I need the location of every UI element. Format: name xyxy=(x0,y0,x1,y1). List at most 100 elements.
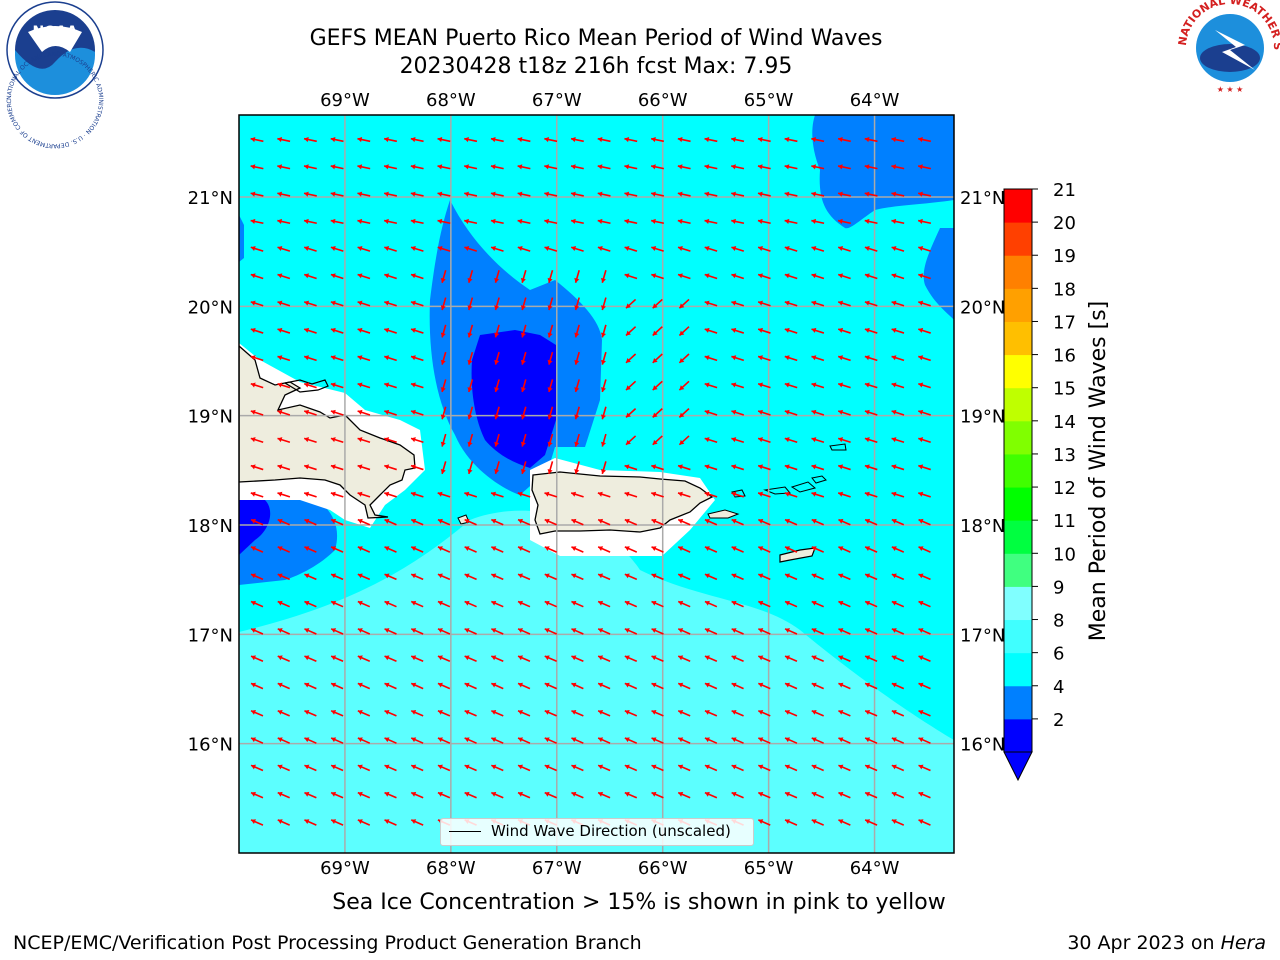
wave-direction-arrow xyxy=(758,628,771,635)
wave-direction-arrow xyxy=(917,218,932,225)
wave-direction-arrow xyxy=(330,300,344,307)
wave-direction-arrow xyxy=(864,791,878,799)
wave-direction-arrow xyxy=(784,491,798,498)
colorbar-segment xyxy=(1004,652,1032,687)
wave-direction-arrow xyxy=(357,300,371,307)
wave-direction-arrow xyxy=(864,437,878,444)
wave-direction-arrow xyxy=(784,791,798,799)
wave-direction-arrow xyxy=(517,791,531,799)
wave-direction-arrow xyxy=(678,408,690,418)
wave-direction-arrow xyxy=(704,573,718,581)
wave-direction-arrow xyxy=(784,819,798,826)
wave-direction-arrow xyxy=(837,164,851,170)
wave-direction-arrow xyxy=(437,546,451,553)
wave-direction-arrow xyxy=(597,546,611,553)
wave-direction-arrow xyxy=(731,491,745,498)
wave-direction-arrow xyxy=(918,655,931,663)
wave-direction-arrow xyxy=(677,573,691,581)
wave-direction-arrow xyxy=(544,655,557,663)
wave-direction-arrow xyxy=(330,464,344,471)
wave-direction-arrow xyxy=(677,682,691,690)
wave-direction-arrow xyxy=(330,709,344,717)
wave-direction-arrow xyxy=(704,191,718,197)
wave-direction-arrow xyxy=(811,409,825,416)
wave-direction-arrow xyxy=(678,435,690,446)
wave-direction-arrow xyxy=(918,273,931,280)
wave-direction-arrow xyxy=(758,518,771,526)
lon-label-top: 66°W xyxy=(638,90,688,111)
wave-direction-arrow xyxy=(864,355,878,362)
wave-direction-arrow xyxy=(677,164,691,170)
wave-direction-arrow xyxy=(437,655,451,663)
wave-direction-arrow xyxy=(784,300,798,307)
land-st-croix xyxy=(779,547,816,563)
wave-direction-arrow xyxy=(410,682,424,690)
wave-direction-arrow xyxy=(547,379,554,393)
wave-direction-arrow xyxy=(891,682,905,690)
wave-direction-arrow xyxy=(517,682,531,690)
wave-direction-arrow xyxy=(384,709,397,717)
wave-direction-arrow xyxy=(277,300,291,307)
wave-direction-arrow xyxy=(704,409,718,416)
wave-direction-arrow xyxy=(303,191,317,197)
wave-direction-arrow xyxy=(383,191,398,197)
wave-direction-arrow xyxy=(704,791,718,799)
wave-direction-arrow xyxy=(864,164,878,170)
wave-direction-arrow xyxy=(758,600,771,608)
wave-direction-arrow xyxy=(731,246,745,252)
wave-direction-arrow xyxy=(437,136,451,143)
map-area xyxy=(239,115,954,853)
wave-direction-arrow xyxy=(758,546,771,553)
wave-direction-arrow xyxy=(520,270,527,283)
colorbar-tick-label: 21 xyxy=(1053,180,1076,201)
wave-direction-arrow xyxy=(277,191,291,197)
legend-label: Wind Wave Direction (unscaled) xyxy=(491,822,731,840)
footer-date-text: 30 Apr 2023 on xyxy=(1067,932,1215,954)
wave-direction-arrow xyxy=(625,380,637,391)
wave-direction-arrow xyxy=(384,682,397,690)
wave-direction-arrow xyxy=(384,819,397,826)
wave-direction-arrow xyxy=(864,382,878,389)
wave-direction-arrow xyxy=(467,270,474,283)
wave-direction-arrow xyxy=(624,546,638,553)
wave-direction-arrow xyxy=(517,246,531,252)
wave-direction-arrow xyxy=(811,682,824,690)
wave-direction-arrow xyxy=(491,546,504,553)
wave-direction-arrow xyxy=(597,655,611,663)
wave-direction-arrow xyxy=(517,709,531,717)
wave-direction-arrow xyxy=(597,709,611,717)
wave-direction-arrow xyxy=(704,764,718,772)
wave-direction-arrow xyxy=(918,764,931,772)
wave-direction-arrow xyxy=(678,298,690,309)
wave-direction-arrow xyxy=(464,628,477,635)
wave-direction-arrow xyxy=(250,791,264,799)
wave-direction-arrow xyxy=(731,709,744,717)
wave-direction-arrow xyxy=(357,437,371,444)
wave-direction-arrow xyxy=(784,628,798,635)
wave-direction-arrow xyxy=(891,628,905,635)
wave-direction-arrow xyxy=(547,324,554,338)
wave-direction-arrow xyxy=(250,709,264,717)
wave-direction-arrow xyxy=(918,546,931,553)
wave-direction-arrow xyxy=(597,737,611,744)
wave-direction-arrow xyxy=(330,600,344,608)
wave-direction-arrow xyxy=(891,382,905,389)
wave-direction-arrow xyxy=(464,546,477,553)
wave-direction-arrow xyxy=(277,246,291,252)
wave-direction-arrow xyxy=(891,164,905,170)
wave-direction-arrow xyxy=(544,764,557,772)
wave-direction-arrow xyxy=(837,327,851,334)
colorbar-tick-label: 8 xyxy=(1053,611,1064,632)
wave-direction-arrow xyxy=(544,491,558,498)
wave-direction-arrow xyxy=(864,464,878,471)
wave-direction-arrow xyxy=(277,491,291,498)
wave-direction-arrow xyxy=(864,191,878,197)
wave-direction-arrow xyxy=(652,326,663,337)
wave-direction-arrow xyxy=(357,273,371,280)
wave-direction-arrow xyxy=(918,819,931,826)
wave-direction-arrow xyxy=(384,327,397,334)
wave-direction-arrow xyxy=(304,546,317,553)
wave-direction-arrow xyxy=(570,218,584,225)
wave-direction-arrow xyxy=(547,406,554,420)
wave-direction-arrow xyxy=(304,655,317,663)
